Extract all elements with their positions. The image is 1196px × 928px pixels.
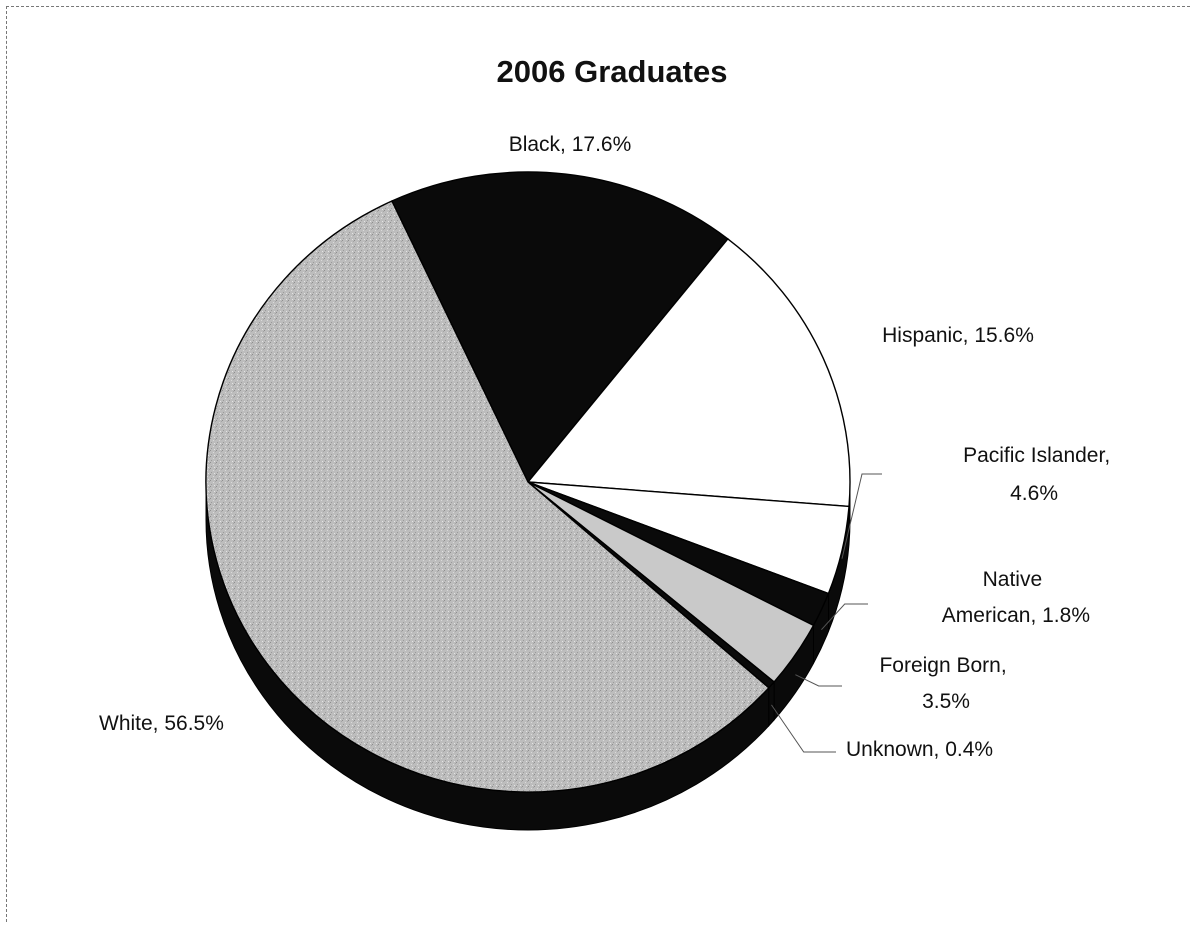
- leader-lines: [771, 473, 882, 753]
- pie-side-unknown: [768, 680, 775, 728]
- leader-line-pacific-islander: [841, 473, 882, 559]
- chart-frame: [6, 6, 1190, 922]
- pie-slice-white: [205, 200, 770, 793]
- slice-label-black: Black, 17.6%: [509, 133, 632, 156]
- slice-label-hispanic: Hispanic, 15.6%: [882, 324, 1034, 347]
- pie-slice-hispanic: [526, 237, 851, 508]
- slice-label-native-american: Native American, 1.8%: [942, 568, 1090, 627]
- pie-slice-black: [390, 171, 729, 484]
- leader-line-native-american: [821, 603, 868, 631]
- slice-label-foreign-born: Foreign Born, 3.5%: [879, 654, 1012, 713]
- chart-title: 2006 Graduates: [497, 54, 728, 89]
- slice-label-white: White, 56.5%: [99, 712, 224, 735]
- leader-line-foreign-born: [795, 674, 842, 687]
- slice-label-unknown: Unknown, 0.4%: [846, 738, 993, 761]
- leader-line-unknown: [771, 704, 836, 753]
- pie-slices: [205, 171, 851, 793]
- slice-label-pacific-islander: Pacific Islander, 4.6%: [963, 444, 1116, 505]
